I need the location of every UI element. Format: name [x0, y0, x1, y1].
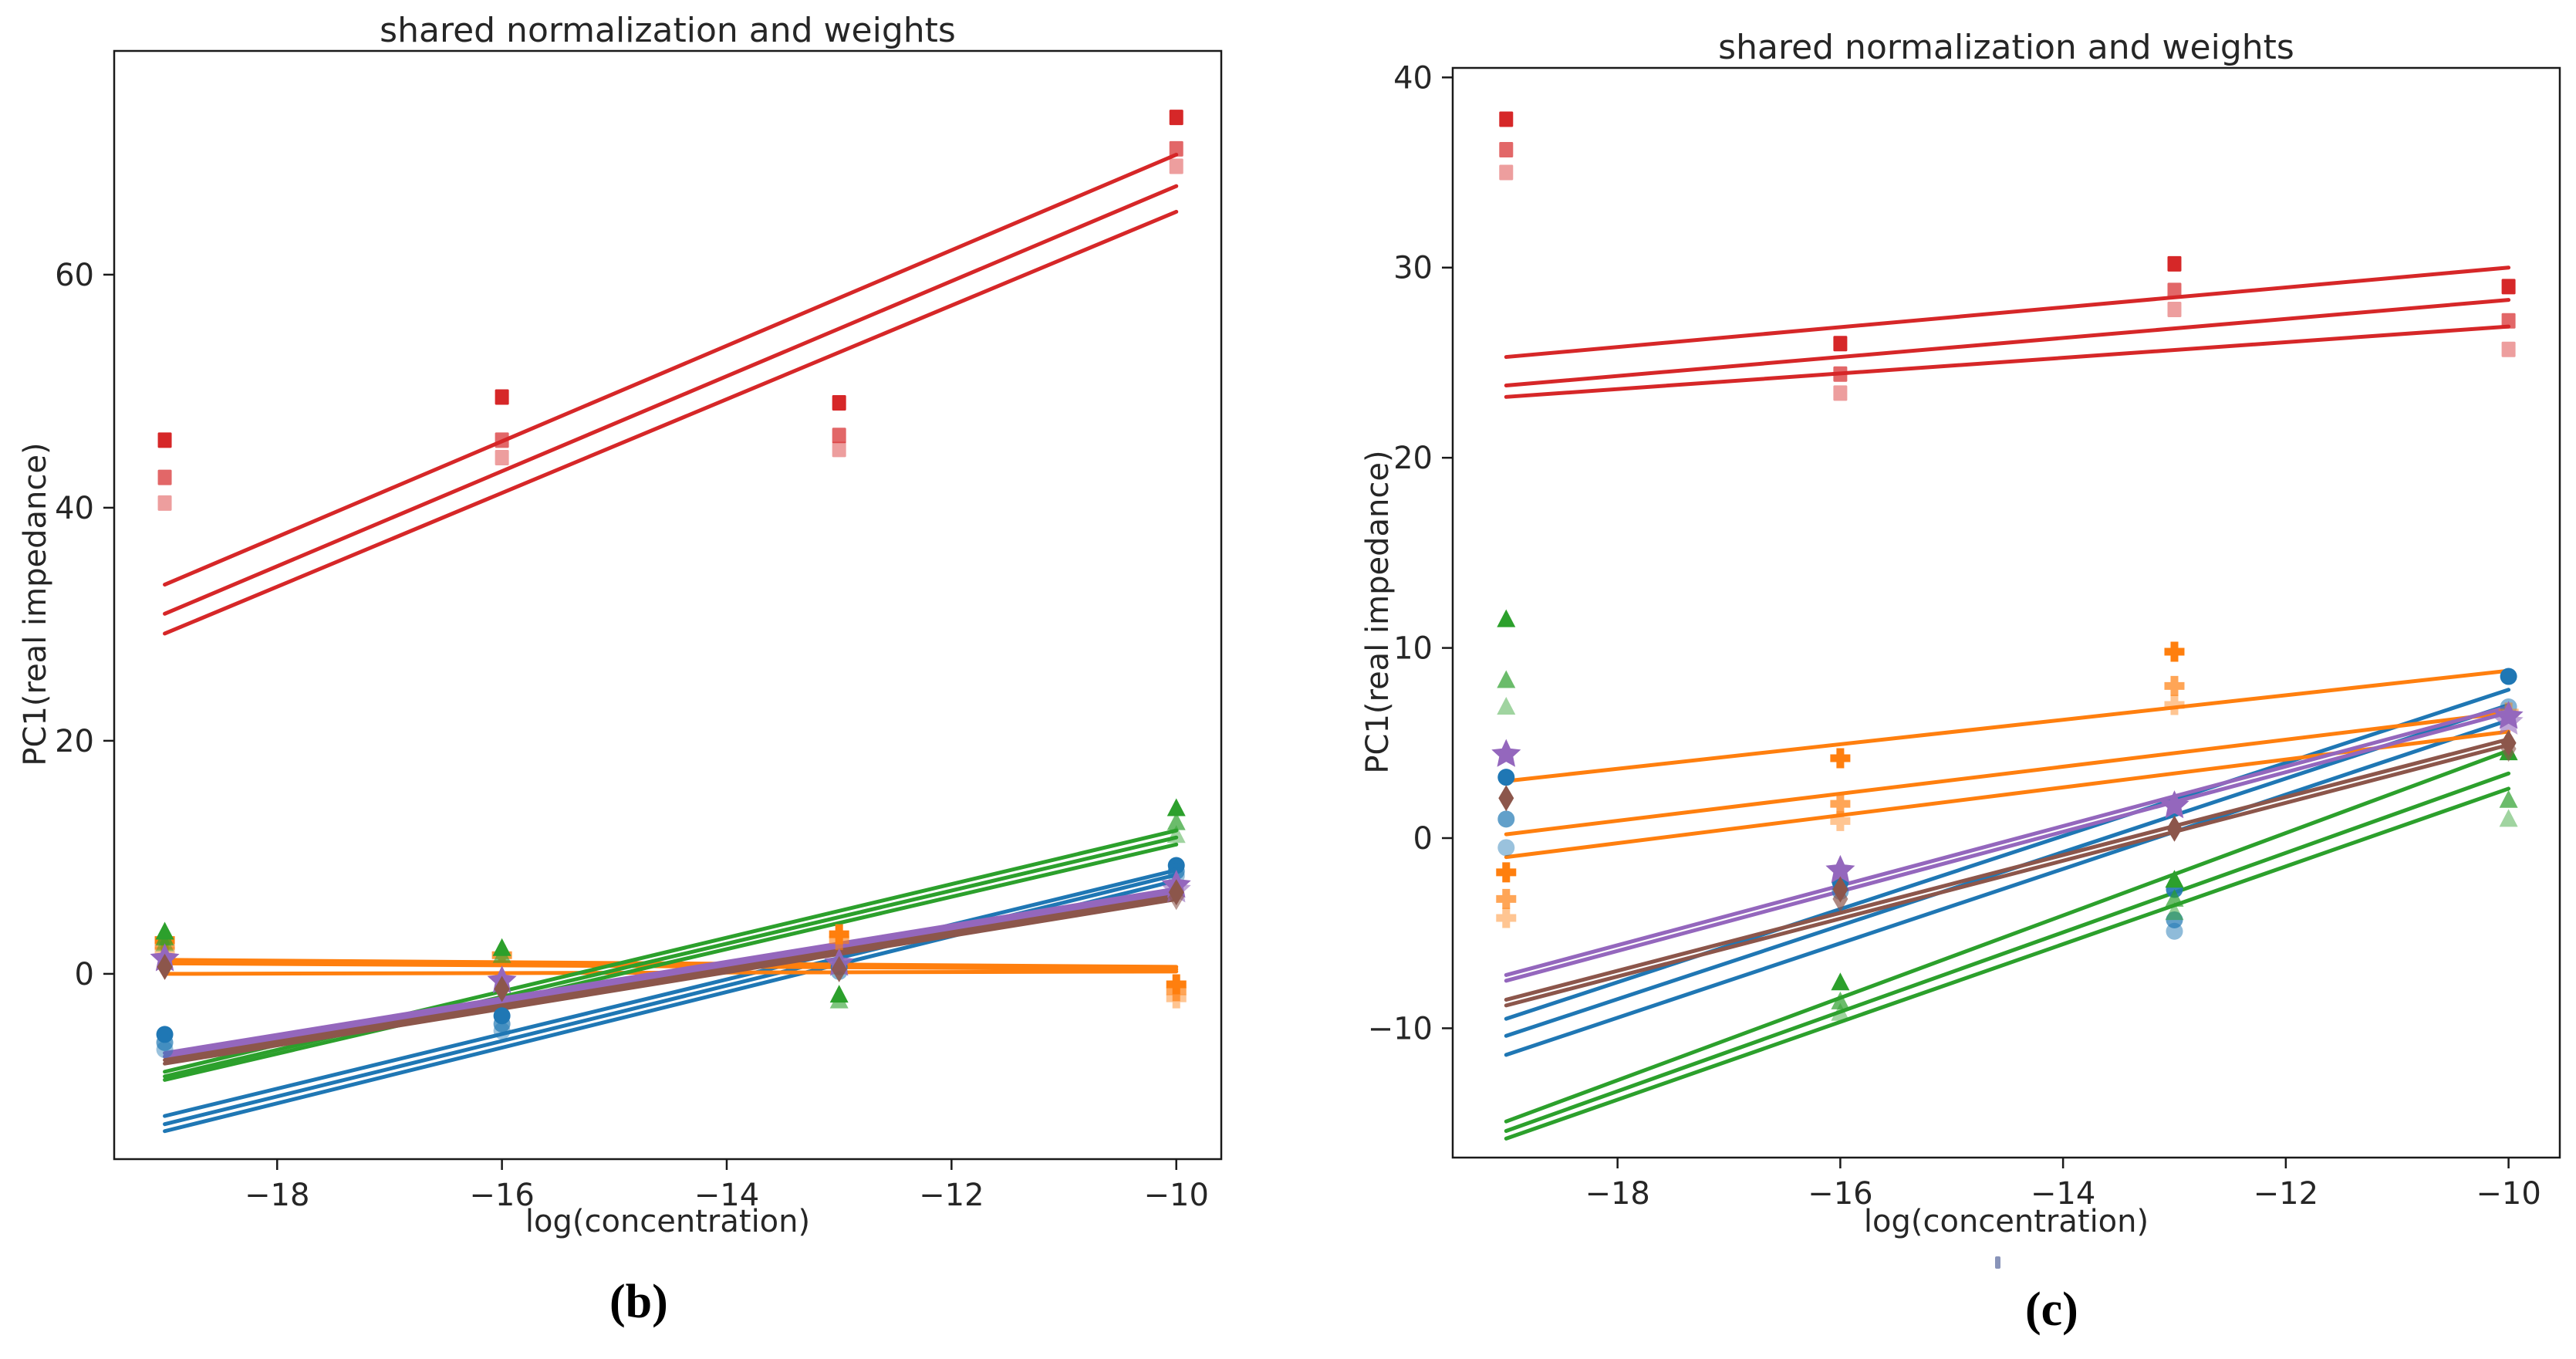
svg-text:−14: −14	[694, 1178, 759, 1213]
stray-mark-artifact	[1995, 1256, 2000, 1269]
plot-c-canvas: −18 −16 −14 −12 −10 −10 0 10 20 30 40	[1368, 60, 2561, 1212]
plot-c-title: shared normalization and weights	[1718, 28, 2294, 67]
svg-text:−12: −12	[2254, 1176, 2318, 1212]
svg-text:−10: −10	[2476, 1176, 2541, 1212]
panel-b-caption: (b)	[609, 1276, 668, 1328]
svg-text:−16: −16	[469, 1178, 534, 1213]
plot-b-title: shared normalization and weights	[380, 11, 956, 50]
svg-text:60: 60	[55, 258, 94, 293]
plot-b-canvas: −18 −16 −14 −12 −10 0 20 40 60	[55, 49, 1223, 1213]
svg-text:−10: −10	[1144, 1178, 1209, 1213]
plot-b-y-axis-label: PC1(real impedance)	[18, 442, 53, 766]
svg-text:−18: −18	[1585, 1176, 1649, 1212]
svg-text:20: 20	[55, 724, 94, 759]
figure-panel-b: shared normalization and weights −18 −16−…	[18, 11, 1223, 1328]
panel-c-caption: (c)	[2025, 1283, 2078, 1336]
svg-text:0: 0	[75, 957, 94, 992]
svg-text:−14: −14	[2031, 1176, 2095, 1212]
figure-panel-c: shared normalization and weights −18 −16−…	[1327, 0, 2576, 1359]
svg-text:−16: −16	[1808, 1176, 1872, 1212]
svg-text:30: 30	[1393, 251, 1433, 286]
svg-text:40: 40	[1393, 60, 1433, 96]
plot-c-y-axis-label: PC1(real impedance)	[1360, 450, 1396, 774]
plot-c-x-axis-label: log(concentration)	[1863, 1204, 2149, 1239]
plot-b-x-axis-label: log(concentration)	[525, 1204, 811, 1239]
svg-text:10: 10	[1393, 631, 1433, 667]
svg-text:20: 20	[1393, 441, 1433, 476]
svg-text:−12: −12	[919, 1178, 984, 1213]
svg-text:−10: −10	[1368, 1011, 1433, 1046]
svg-text:−18: −18	[245, 1178, 309, 1213]
svg-text:40: 40	[55, 491, 94, 526]
svg-text:0: 0	[1413, 821, 1433, 857]
